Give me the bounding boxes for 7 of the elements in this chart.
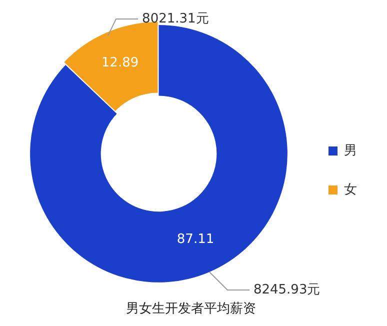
text: 8245.93元 [253,282,320,298]
legend-label: 男 [344,143,357,158]
data-label: 12.89 [101,56,139,71]
legend-label: 女 [344,182,357,198]
text: 男女生开发者平均薪资 [126,302,256,317]
data-label: 87.11 [176,232,214,247]
text: 8021.31元 [142,11,209,26]
